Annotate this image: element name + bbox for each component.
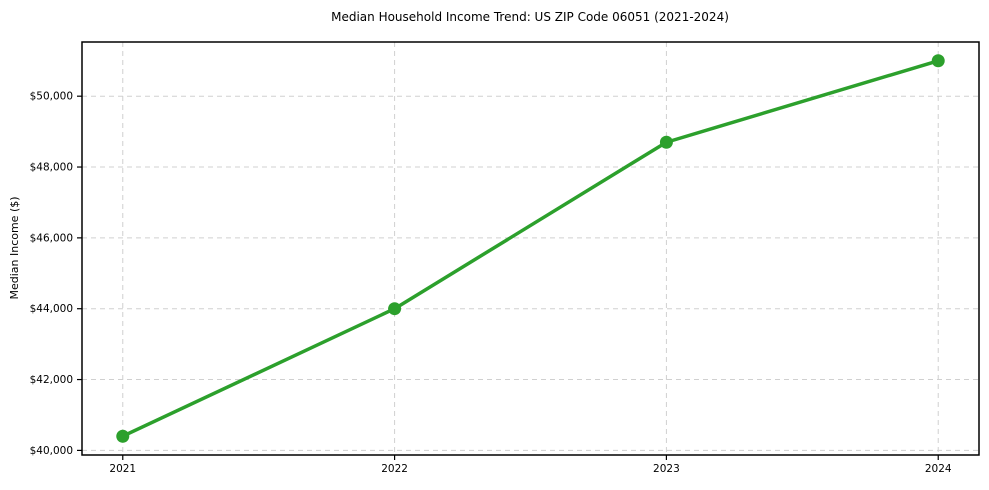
axis-ticks [77,95,939,460]
x-tick-label: 2024 [925,463,952,475]
chart-title: Median Household Income Trend: US ZIP Co… [331,10,729,24]
axes-spines [81,41,980,456]
tick-labels: 2021 2022 2023 2024 $40,000 $42,000 $44,000 $46… [30,91,952,475]
y-tick-label: $50,000 [30,91,73,103]
data-point-marker [931,54,945,68]
y-tick-label: $40,000 [30,445,73,457]
y-axis-label: Median Income ($) [8,196,21,299]
x-tick-label: 2023 [653,463,680,475]
y-tick-label: $42,000 [30,374,73,386]
data-series [116,54,945,443]
series-line [121,59,940,438]
data-point-marker [388,302,402,316]
x-tick-label: 2021 [109,463,136,475]
y-tick-label: $46,000 [30,232,73,244]
data-point-marker [116,429,130,443]
y-tick-label: $48,000 [30,162,73,174]
x-tick-label: 2022 [381,463,408,475]
gridlines [82,42,979,455]
data-point-marker [659,135,673,149]
y-tick-label: $44,000 [30,303,73,315]
